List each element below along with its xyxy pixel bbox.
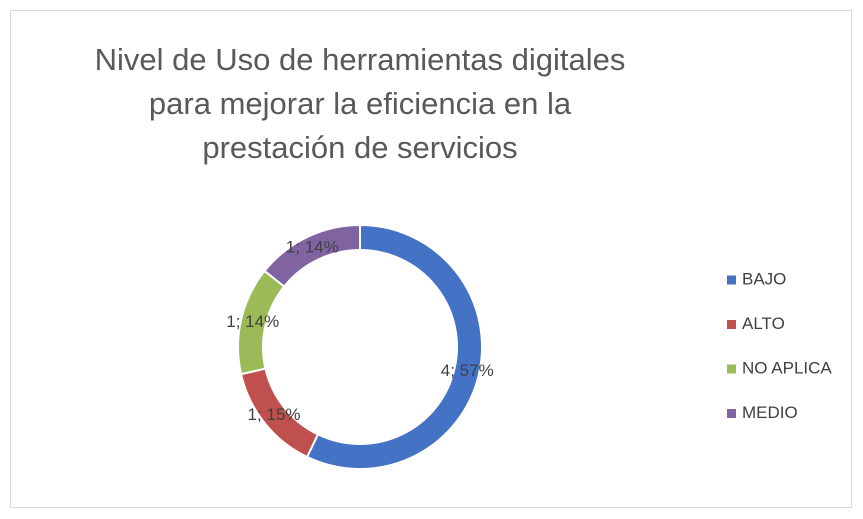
legend-label: ALTO <box>742 314 785 333</box>
legend-label: BAJO <box>742 269 786 288</box>
legend-swatch <box>727 364 736 374</box>
chart-frame <box>10 10 852 508</box>
doughnut-segment <box>305 223 483 470</box>
legend-swatch <box>727 275 736 285</box>
legend-label: MEDIO <box>742 403 798 422</box>
chart-title: Nivel de Uso de herramientas digitales p… <box>94 42 626 165</box>
data-label: 1; 14% <box>226 312 279 331</box>
legend-swatch <box>727 320 736 329</box>
doughnut-segment <box>263 223 361 288</box>
legend-swatch <box>727 409 736 418</box>
data-label: 1; 14% <box>286 237 339 256</box>
data-label: 1; 15% <box>248 405 301 424</box>
legend-label: NO APLICA <box>742 358 832 377</box>
data-label: 4; 57% <box>441 361 494 380</box>
